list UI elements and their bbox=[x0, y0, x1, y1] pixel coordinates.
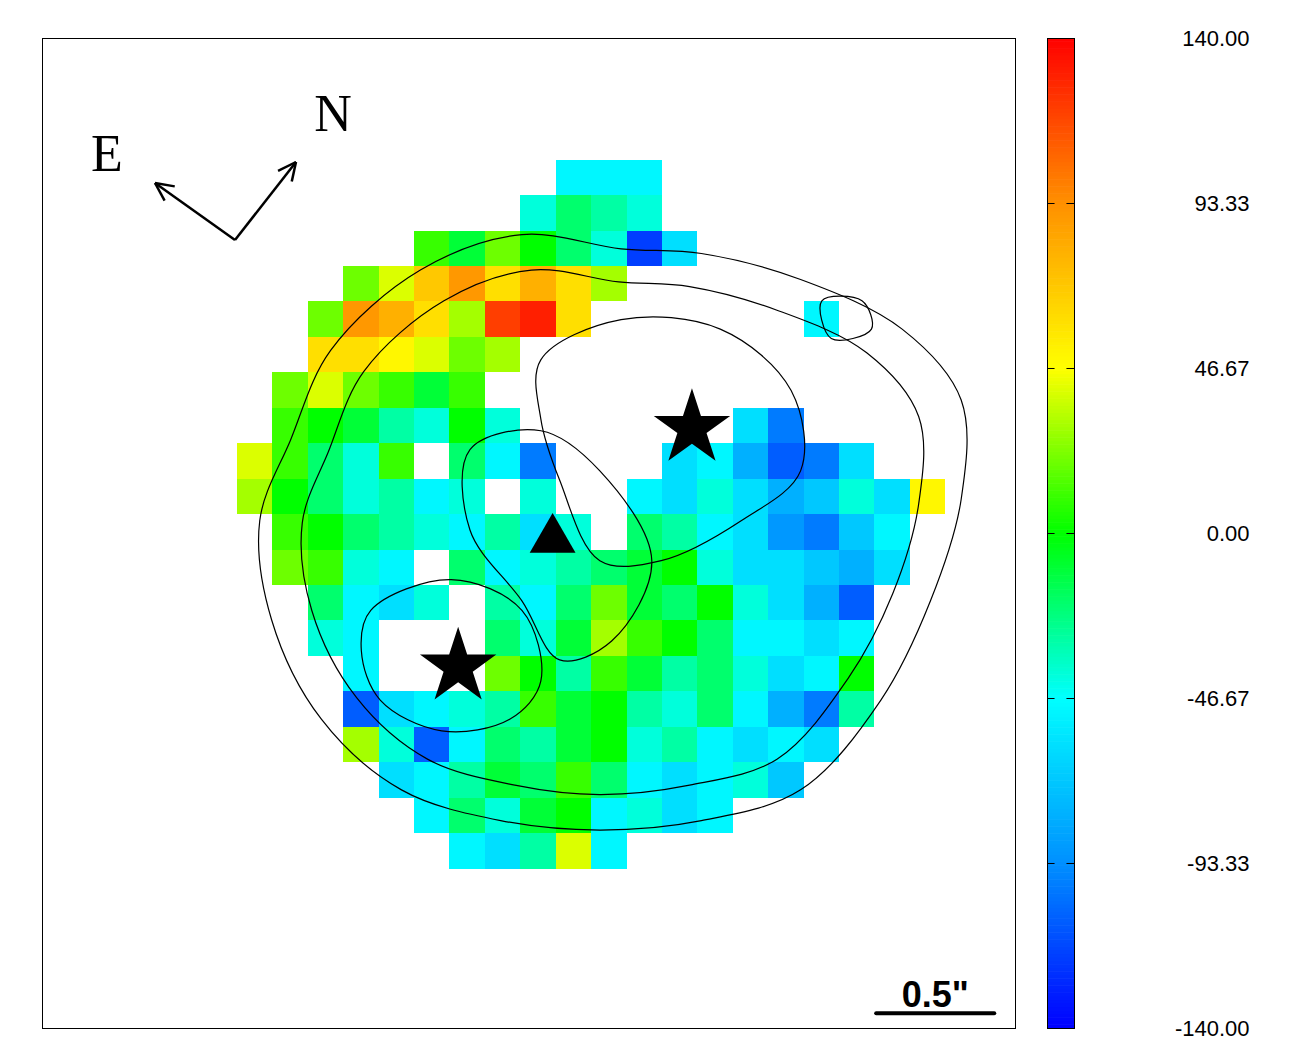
svg-text:93.33: 93.33 bbox=[1194, 191, 1249, 216]
svg-text:-93.33: -93.33 bbox=[1187, 851, 1249, 876]
svg-text:N: N bbox=[314, 85, 352, 142]
svg-text:0.00: 0.00 bbox=[1207, 521, 1250, 546]
svg-text:-46.67: -46.67 bbox=[1187, 686, 1249, 711]
svg-text:140.00: 140.00 bbox=[1182, 26, 1249, 51]
svg-text:0.5": 0.5" bbox=[902, 974, 969, 1015]
svg-text:46.67: 46.67 bbox=[1194, 356, 1249, 381]
svg-text:E: E bbox=[91, 125, 123, 182]
svg-text:-140.00: -140.00 bbox=[1175, 1016, 1250, 1041]
